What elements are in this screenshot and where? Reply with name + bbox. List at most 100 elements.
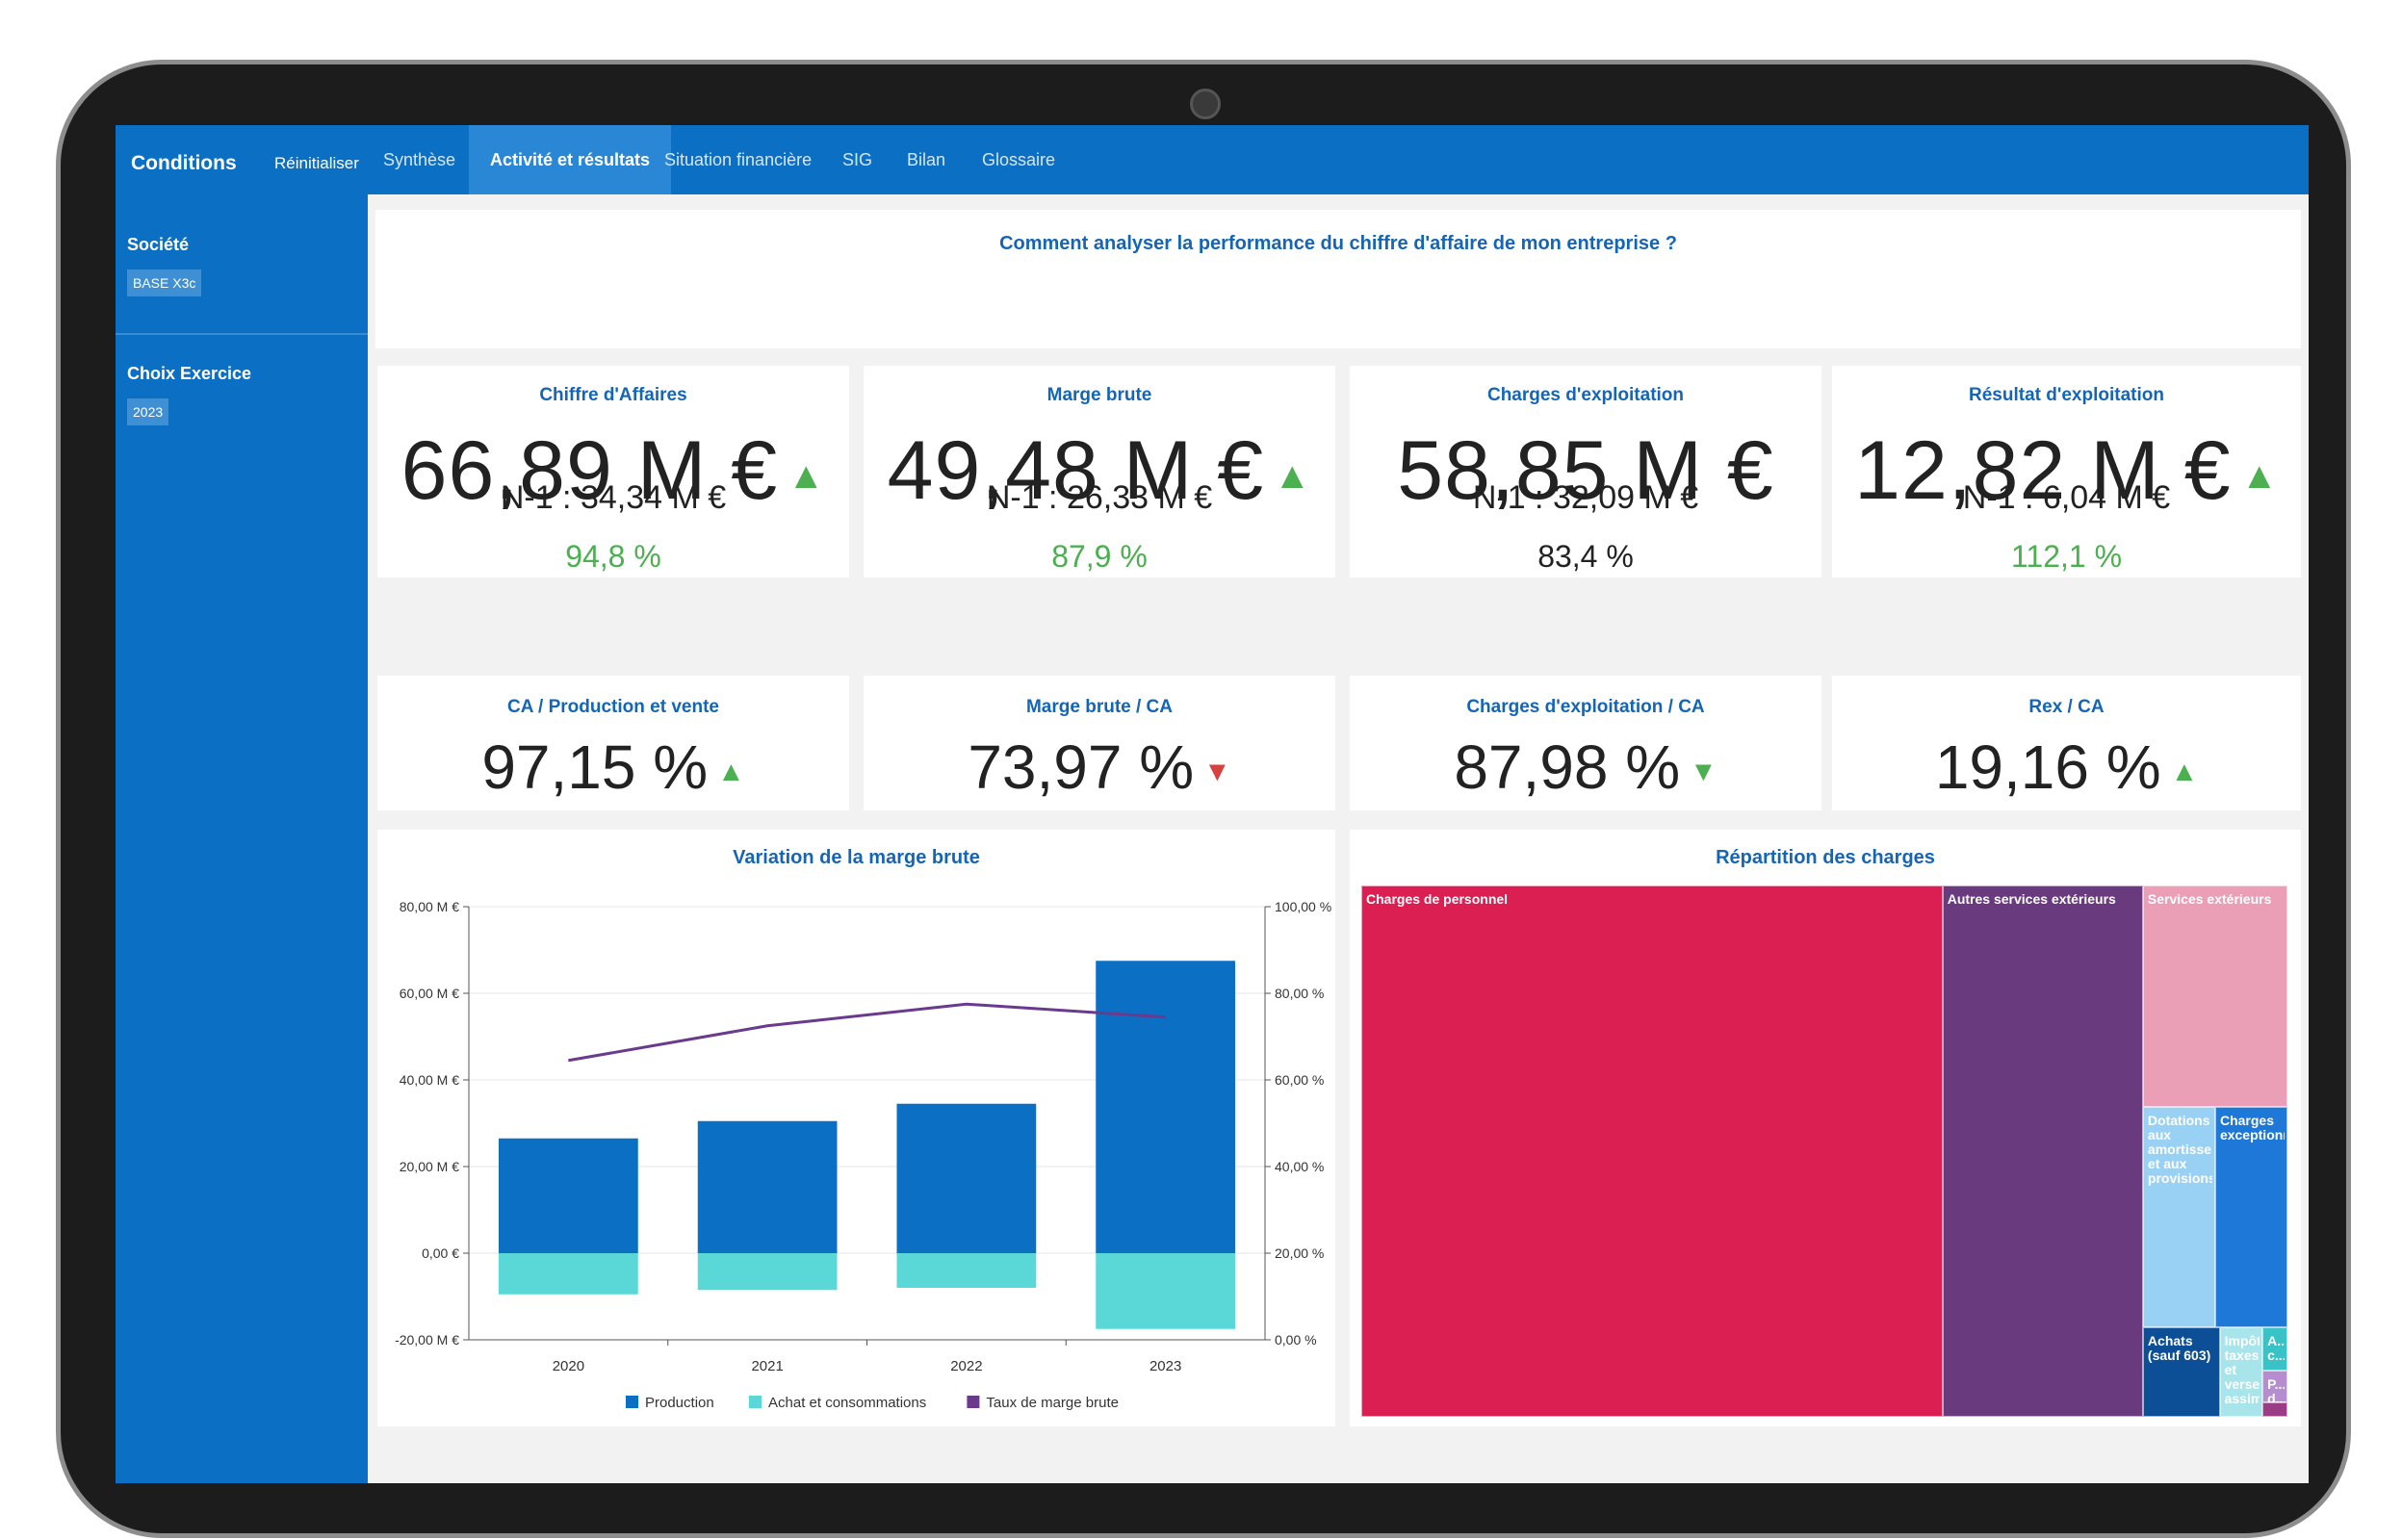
trend-up-icon: ▲ (788, 455, 826, 498)
tab-glossaire[interactable]: Glossaire (982, 150, 1056, 169)
x-tick-label: 2020 (553, 1358, 584, 1374)
question-text: Comment analyser la performance du chiff… (999, 233, 1677, 254)
tab-sig[interactable]: SIG (842, 150, 873, 169)
treemap-tile-label: Charges de personnel (1366, 892, 1509, 907)
exercise-filter-chip[interactable]: 2023 (127, 398, 169, 425)
treemap-tile-label: Charges exceptionnelles (2219, 1113, 2285, 1142)
ratio-value: 73,97 % (968, 732, 1195, 802)
treemap-tile-small-0[interactable]: A... c... (2262, 1327, 2287, 1371)
chart-title: Répartition des charges (1716, 847, 1935, 868)
kpi-previous: N-1 : 32,09 M € (1472, 479, 1699, 516)
ratio-value-line: 97,15 % ▲ (377, 732, 849, 803)
kpi-change: 112,1 % (2010, 539, 2123, 574)
kpi-title: Chiffre d'Affaires (539, 385, 687, 405)
kpi-change: 83,4 % (1537, 539, 1634, 574)
y2-tick-label: 20,00 % (1275, 1245, 1324, 1261)
kpi-value-line: 66,89 M € ▲ (377, 424, 849, 519)
margin-variation-chart-panel: Variation de la marge brute -20,00 M € 0,… (377, 830, 1335, 1426)
y-tick-label: -20,00 M € (395, 1332, 459, 1348)
treemap-tile-small-1[interactable]: P... d... (2262, 1370, 2287, 1405)
ratio-value: 97,15 % (481, 732, 709, 802)
exercise-label: Choix Exercice (127, 364, 252, 383)
treemap-tile-dotations[interactable]: Dotations aux amortissements et aux prov… (2142, 1106, 2215, 1328)
ratio-title: Charges d'exploitation / CA (1466, 697, 1705, 717)
kpi-card-marge-brute: Marge brute 49,48 M € ▲ N-1 : 26,33 M € 8… (864, 366, 1335, 578)
kpi-value: 49,48 M € (887, 424, 1265, 517)
treemap-tile-charges-personnel[interactable]: Charges de personnel (1361, 886, 1943, 1417)
tab-activite-resultats[interactable]: Activité et résultats (469, 125, 672, 194)
bar-production (499, 1138, 638, 1253)
kpi-value-line: 49,48 M € ▲ (864, 424, 1335, 519)
ratio-card-rex-ca: Rex / CA 19,16 % ▲ (1832, 676, 2301, 810)
trend-up-icon: ▲ (2170, 756, 2199, 787)
treemap-tile-charges-exceptionnelles[interactable]: Charges exceptionnelles (2214, 1106, 2287, 1328)
line-taux-marge (568, 1002, 1166, 1063)
kpi-previous: N-1 : 6,04 M € (1962, 479, 2171, 516)
ratio-value-line: 19,16 % ▲ (1832, 732, 2301, 803)
y2-tick-label: 60,00 % (1275, 1072, 1324, 1088)
camera-icon (1190, 89, 1221, 119)
legend-swatch (967, 1396, 980, 1408)
ratio-value: 19,16 % (1934, 732, 2161, 802)
legend-label: Production (645, 1395, 714, 1411)
legend-label: Taux de marge brute (986, 1395, 1119, 1411)
kpi-previous: N-1 : 34,34 M € (500, 479, 727, 516)
trend-down-icon: ▼ (1203, 756, 1231, 787)
treemap-tile-label: Impôts taxes et verseme... assimilés (2224, 1334, 2260, 1407)
tab-synthese[interactable]: Synthèse (383, 150, 456, 169)
kpi-change: 94,8 % (565, 539, 661, 574)
y-tick-label: 20,00 M € (400, 1159, 459, 1174)
ratio-title: Marge brute / CA (1025, 697, 1174, 717)
y-tick-label: 40,00 M € (400, 1072, 459, 1088)
trend-up-icon: ▲ (1274, 455, 1312, 498)
y2-tick-label: 0,00 % (1275, 1332, 1317, 1348)
kpi-value: 12,82 M € (1854, 424, 2232, 517)
legend-swatch (626, 1396, 638, 1408)
y2-tick-label: 40,00 % (1275, 1159, 1324, 1174)
treemap-tile-small-2[interactable] (2262, 1402, 2287, 1417)
treemap-tile-label: A... c... (2267, 1334, 2285, 1364)
kpi-value-line: 12,82 M € ▲ (1832, 424, 2301, 519)
bar-production (896, 1103, 1037, 1253)
kpi-value: 66,89 M € (400, 424, 779, 517)
trend-up-icon: ▲ (717, 756, 745, 787)
kpi-title: Résultat d'exploitation (1969, 385, 2164, 405)
treemap-tile-label: Achats (sauf 603) (2147, 1334, 2211, 1364)
trend-up-icon: ▲ (2240, 455, 2279, 498)
reset-button[interactable]: Réinitialiser (274, 154, 359, 172)
treemap-tile-autres-services[interactable]: Autres services extérieurs (1942, 886, 2143, 1417)
kpi-title: Marge brute (1046, 385, 1152, 405)
kpi-value: 58,85 M € (1397, 424, 1774, 517)
treemap-tile-services-exterieurs[interactable]: Services extérieurs (2142, 886, 2287, 1107)
chart-title: Variation de la marge brute (733, 847, 980, 868)
tab-situation-financiere[interactable]: Situation financière (664, 150, 813, 169)
y-tick-label: 60,00 M € (400, 986, 459, 1001)
x-tick-label: 2023 (1149, 1358, 1181, 1374)
ratio-value: 87,98 % (1454, 732, 1681, 802)
ratio-value-line: 73,97 % ▼ (864, 732, 1335, 803)
treemap-tile-impots[interactable]: Impôts taxes et verseme... assimilés (2219, 1327, 2263, 1417)
tab-bilan[interactable]: Bilan (907, 150, 946, 169)
charges-treemap-panel: Répartition des charges Charges de perso… (1350, 830, 2301, 1426)
bar-production (697, 1120, 838, 1253)
charges-treemap: Charges de personnel Autres services exté… (1361, 886, 2287, 1417)
legend-swatch (749, 1396, 762, 1408)
treemap-tile-label: Dotations aux amortissements et aux prov… (2147, 1113, 2212, 1186)
treemap-tile-achats[interactable]: Achats (sauf 603) (2142, 1327, 2220, 1417)
y-tick-label: 0,00 € (422, 1245, 459, 1261)
trend-down-icon: ▼ (1690, 756, 1718, 787)
ratio-title: Rex / CA (2028, 697, 2105, 717)
ratio-value-line: 87,98 % ▼ (1350, 732, 1821, 803)
ratio-title: CA / Production et vente (507, 697, 719, 717)
app-screen: Conditions Réinitialiser Synthèse Activi… (116, 125, 2309, 1483)
ratio-card-ca-production: CA / Production et vente 97,15 % ▲ (377, 676, 849, 810)
top-navigation-bar: Conditions Réinitialiser Synthèse Activi… (116, 125, 2309, 194)
kpi-change: 87,9 % (1051, 539, 1148, 574)
y2-tick-label: 80,00 % (1275, 986, 1324, 1001)
treemap-tile-label: Autres services extérieurs (1947, 892, 2116, 907)
company-filter-chip[interactable]: BASE X3c (127, 270, 202, 296)
bar-achat (1096, 1253, 1235, 1329)
treemap-tile-label: Services extérieurs (2147, 892, 2272, 907)
sidebar-divider (116, 333, 368, 335)
ratio-card-charges-ca: Charges d'exploitation / CA 87,98 % ▼ (1350, 676, 1821, 810)
